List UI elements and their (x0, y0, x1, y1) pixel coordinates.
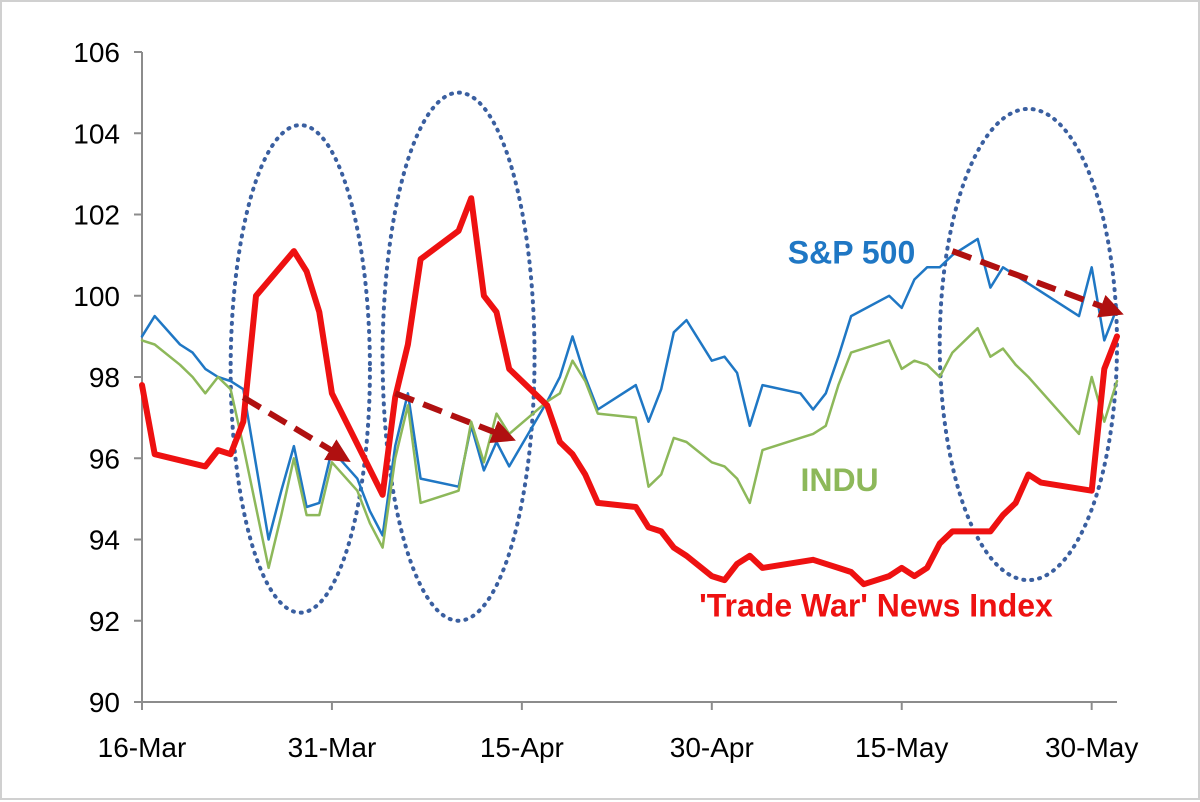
indu-series-line (140, 326, 1119, 570)
y-tick-label: 104 (73, 118, 120, 149)
highlight-ellipse (937, 106, 1120, 583)
x-tick-label: 16-Mar (98, 732, 187, 763)
trend-arrow (241, 394, 351, 462)
x-tick-label: 30-Apr (670, 732, 754, 763)
x-tick-label: 31-Mar (288, 732, 377, 763)
y-tick-label: 100 (73, 281, 120, 312)
y-tick-label: 102 (73, 200, 120, 231)
y-tick-label: 98 (89, 362, 120, 393)
trend-arrow (951, 248, 1124, 318)
x-tick-label: 15-Apr (480, 732, 564, 763)
trend-arrow (394, 390, 516, 443)
x-tick-label: 30-May (1045, 732, 1138, 763)
highlight-ellipse (380, 90, 537, 623)
y-tick-label: 106 (73, 37, 120, 68)
y-tick-label: 90 (89, 687, 120, 718)
series-label: S&P 500 (788, 234, 916, 270)
series-layer (139, 195, 1120, 588)
axes: 90 92 94 96 98 100 102 104 106 16-Mar 31-Mar 15-Apr… (73, 37, 1138, 763)
trade-war-index-series-line (139, 195, 1120, 588)
y-tick-label: 96 (89, 443, 120, 474)
series-labels: S&P 500 INDU 'Trade War' News Index (699, 234, 1053, 623)
highlight-ellipses (228, 90, 1120, 623)
sp500-series-line (140, 237, 1119, 541)
highlight-ellipse (228, 123, 372, 615)
trend-arrows (241, 248, 1124, 462)
y-tick-label: 94 (89, 525, 120, 556)
series-label: INDU (800, 462, 878, 498)
x-tick-label: 15-May (855, 732, 948, 763)
y-tick-label: 92 (89, 606, 120, 637)
series-label: 'Trade War' News Index (699, 588, 1053, 624)
